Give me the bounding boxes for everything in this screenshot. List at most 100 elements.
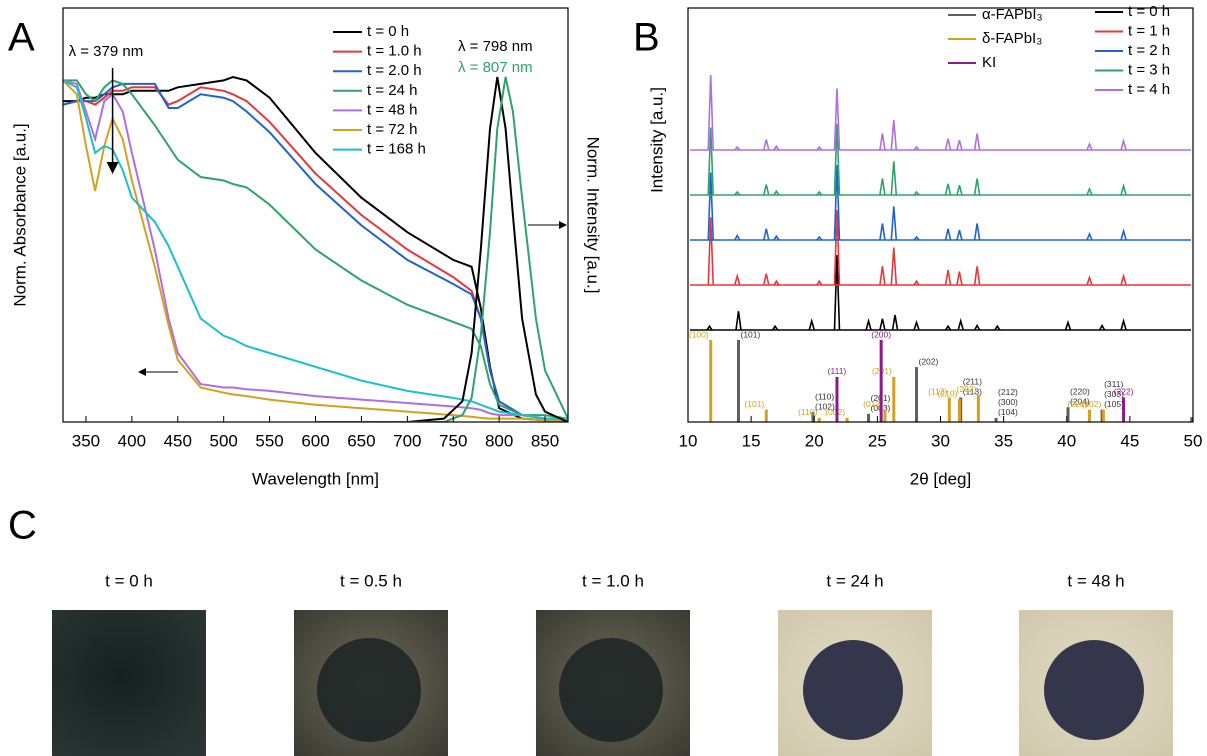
- diffraction-peak: [913, 279, 920, 286]
- photo-caption: t = 1.0 h: [582, 571, 644, 590]
- hkl-label: (101): [741, 329, 761, 339]
- diffraction-peak: [1086, 231, 1093, 241]
- hkl-label: (302): [1082, 399, 1102, 409]
- diffraction-peak: [734, 145, 741, 151]
- reference-stick: [867, 413, 871, 422]
- diffraction-peak: [890, 119, 898, 151]
- y-axis-label: Intensity [a.u.]: [647, 87, 666, 193]
- diffraction-peak: [1098, 323, 1106, 331]
- diffraction-peak: [944, 269, 952, 286]
- diffraction-peak: [734, 233, 741, 241]
- legend-label: KI: [982, 54, 996, 71]
- diffraction-peak: [707, 127, 715, 196]
- diffraction-peak: [1086, 141, 1093, 151]
- sample-spot: [559, 638, 663, 742]
- y2-axis-label: Norm. Intensity [a.u.]: [584, 137, 603, 294]
- diffraction-peak: [816, 235, 823, 241]
- legend-label: t = 0 h: [367, 23, 409, 40]
- x-tick-label: 550: [255, 431, 283, 450]
- x-tick-label: 25: [868, 431, 887, 450]
- reference-stick: [737, 340, 740, 422]
- x-axis-label: 2θ [deg]: [910, 469, 971, 488]
- x-tick-label: 500: [209, 431, 237, 450]
- series-line: [63, 86, 568, 420]
- panel-label: B: [633, 16, 660, 60]
- reference-stick: [892, 376, 896, 422]
- legend-label: δ-FAPbI₃: [982, 30, 1042, 47]
- diffraction-peak: [707, 217, 715, 286]
- hkl-label: (300): [998, 397, 1018, 407]
- diffraction-peak: [973, 223, 981, 241]
- legend-label: t = 3 h: [1128, 61, 1170, 78]
- series-line: [63, 79, 568, 420]
- hkl-label: (212): [998, 387, 1018, 397]
- diffraction-peak: [816, 279, 823, 286]
- diffraction-peak: [816, 145, 823, 151]
- diffraction-peak: [879, 133, 886, 151]
- hkl-label: (113): [963, 387, 982, 397]
- series-line: [315, 76, 568, 422]
- hkl-label: (112): [928, 387, 947, 397]
- hkl-label: (100): [689, 329, 709, 339]
- diffraction-peak: [890, 247, 898, 286]
- hkl-label: (012): [863, 399, 883, 409]
- diffraction-peak: [1120, 228, 1127, 241]
- x-tick-label: 30: [931, 431, 950, 450]
- diffraction-peak: [762, 228, 770, 241]
- diffraction-peak: [1086, 274, 1093, 286]
- diffraction-peak: [808, 318, 815, 331]
- panel-label: C: [8, 504, 37, 548]
- hkl-label: (101): [744, 399, 764, 409]
- diffraction-peak: [771, 324, 779, 331]
- sample-spot: [1044, 640, 1144, 740]
- diffraction-peak: [944, 324, 952, 331]
- x-tick-label: 20: [805, 431, 824, 450]
- photo-caption: t = 0.5 h: [340, 571, 402, 590]
- x-tick-label: 600: [301, 431, 329, 450]
- diffraction-peak: [913, 319, 920, 331]
- legend-label: t = 2.0 h: [367, 62, 422, 79]
- photo-caption: t = 48 h: [1067, 571, 1124, 590]
- reference-stick: [915, 367, 919, 422]
- legend-label: t = 72 h: [367, 121, 417, 138]
- diffraction-peak: [973, 266, 981, 286]
- diffraction-peak: [973, 323, 981, 331]
- diffraction-peak: [973, 133, 981, 151]
- x-tick-label: 850: [531, 431, 559, 450]
- x-tick-label: 650: [347, 431, 375, 450]
- diffraction-peak: [833, 254, 841, 331]
- reference-stick: [976, 394, 980, 422]
- hkl-label: (211): [963, 377, 982, 387]
- diffraction-peak: [956, 140, 963, 151]
- hkl-label: (220): [1070, 386, 1090, 396]
- x-axis-label: Wavelength [nm]: [252, 469, 379, 488]
- diffraction-peak: [994, 324, 1001, 331]
- reference-stick: [817, 417, 821, 422]
- diffraction-peak: [707, 172, 715, 241]
- diffraction-peak: [913, 235, 920, 241]
- reference-stick: [1087, 409, 1091, 422]
- diffraction-peak: [879, 223, 886, 241]
- diffraction-peak: [973, 178, 981, 196]
- series-line: [63, 79, 568, 420]
- diffraction-peak: [879, 318, 886, 331]
- diffraction-peak: [773, 234, 780, 241]
- reference-stick: [957, 399, 961, 422]
- diffraction-peak: [1086, 186, 1093, 196]
- x-tick-label: 400: [118, 431, 146, 450]
- y-axis-label: Norm. Absorbance [a.u.]: [10, 123, 29, 306]
- hkl-label: (202): [957, 384, 977, 394]
- series-line: [63, 82, 568, 420]
- x-tick-label: 35: [994, 431, 1013, 450]
- reference-stick: [1101, 409, 1105, 422]
- panel-label: A: [8, 16, 35, 60]
- diffraction-peak: [913, 190, 920, 196]
- legend-label: t = 168 h: [367, 141, 426, 158]
- hkl-label: (002): [825, 407, 845, 417]
- diffraction-peak: [890, 206, 898, 241]
- hkl-label: (105): [1104, 399, 1124, 409]
- hkl-label: (210): [938, 388, 958, 398]
- hkl-label: (200): [871, 329, 891, 339]
